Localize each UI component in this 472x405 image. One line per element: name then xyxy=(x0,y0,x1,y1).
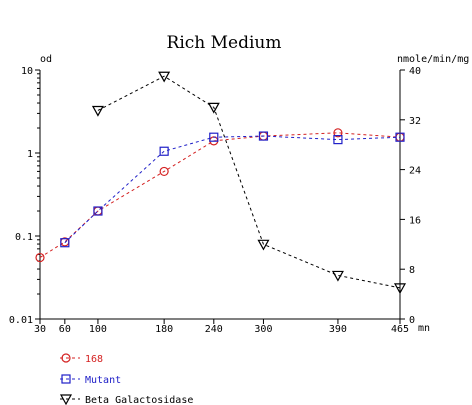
data-point-mutant xyxy=(93,206,103,216)
legend-marker xyxy=(61,374,71,384)
y-right-tick-label: 16 xyxy=(409,215,421,226)
x-axis-unit-label: mn xyxy=(418,323,430,334)
series-group xyxy=(35,71,407,295)
data-point-168 xyxy=(159,166,169,177)
data-point-mutant xyxy=(209,132,219,142)
series-beta-galactosidase xyxy=(91,71,407,295)
series-line-168 xyxy=(39,132,401,258)
data-point-mutant xyxy=(395,132,405,142)
legend-item-168: 168 xyxy=(60,353,103,365)
data-point-beta-galactosidase xyxy=(393,283,407,295)
x-tick-label: 30 xyxy=(34,324,46,335)
data-point-168 xyxy=(35,252,45,263)
y-right-tick-label: 24 xyxy=(409,166,421,177)
y-right-axis-label: nmole/min/mg xyxy=(397,54,469,65)
legend-label: 168 xyxy=(85,354,103,365)
series-line-beta-galactosidase xyxy=(97,75,401,289)
x-tick-label: 300 xyxy=(254,324,272,335)
legend-marker xyxy=(59,394,73,405)
data-point-beta-galactosidase xyxy=(257,239,270,251)
x-tick-label: 390 xyxy=(329,324,347,335)
data-point-168 xyxy=(333,128,343,138)
data-point-mutant xyxy=(333,135,343,145)
y-left-tick-label: 10 xyxy=(21,66,33,77)
data-point-beta-galactosidase xyxy=(91,105,104,117)
series-168 xyxy=(35,128,405,263)
legend-label: Beta Galactosidase xyxy=(85,395,193,405)
data-point-beta-galactosidase xyxy=(207,102,220,114)
legend-marker xyxy=(61,353,71,363)
y-right-axis: 0 8 16 24 32 40 xyxy=(400,66,421,326)
x-tick-label: 240 xyxy=(205,324,223,335)
data-point-mutant xyxy=(258,131,269,141)
legend-label: Mutant xyxy=(85,375,121,386)
x-tick-label: 60 xyxy=(59,324,71,335)
y-right-tick-label: 8 xyxy=(409,265,415,276)
data-point-mutant xyxy=(60,238,70,248)
y-right-tick-label: 0 xyxy=(409,315,415,326)
data-point-beta-galactosidase xyxy=(331,270,344,282)
y-left-axis: 0.01 0.1 1 10 xyxy=(9,66,40,326)
y-right-tick-label: 40 xyxy=(409,66,421,77)
series-mutant xyxy=(60,131,405,248)
x-tick-label: 100 xyxy=(89,324,107,335)
x-axis: 30 60 100 180 240 300 390 465 xyxy=(34,319,409,335)
y-left-axis-label: od xyxy=(40,54,52,65)
series-line-mutant xyxy=(64,135,401,244)
x-tick-label: 465 xyxy=(391,324,409,335)
plot-frame xyxy=(39,70,401,320)
chart-title: Rich Medium xyxy=(167,33,282,53)
legend-item-beta-galactosidase: Beta Galactosidase xyxy=(59,394,193,405)
data-point-mutant xyxy=(159,146,169,156)
legend: 168 Mutant Beta Galactosidase xyxy=(59,353,193,405)
y-left-tick-label: 0.01 xyxy=(9,315,33,326)
y-left-tick-label: 1 xyxy=(27,149,33,160)
y-left-tick-label: 0.1 xyxy=(15,232,33,243)
x-tick-label: 180 xyxy=(155,324,173,335)
data-point-beta-galactosidase xyxy=(158,71,171,83)
legend-item-mutant: Mutant xyxy=(60,374,121,386)
y-right-tick-label: 32 xyxy=(409,116,421,127)
